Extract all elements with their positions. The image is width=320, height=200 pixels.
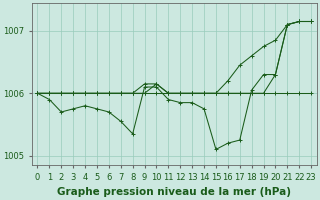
X-axis label: Graphe pression niveau de la mer (hPa): Graphe pression niveau de la mer (hPa) <box>57 187 291 197</box>
